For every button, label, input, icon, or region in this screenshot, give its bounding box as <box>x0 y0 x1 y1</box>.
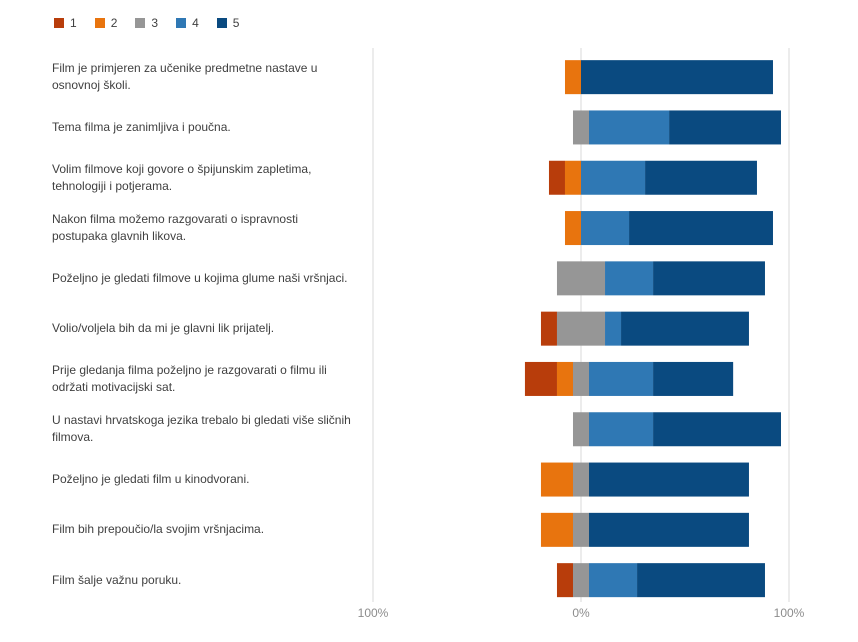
bar-row-5-series-5 <box>653 261 765 296</box>
legend-item-4: 4 <box>176 14 199 32</box>
category-label: U nastavi hrvatskoga jezika trebalo bi g… <box>52 413 351 445</box>
legend-item-2: 2 <box>94 14 118 32</box>
bar-row-4-series-2 <box>564 211 581 246</box>
legend: 1 2 3 4 5 <box>54 14 239 32</box>
legend-swatch <box>176 18 187 28</box>
category-label: Volim filmove koji govore o špijunskim z… <box>52 161 312 193</box>
legend-item-1: 1 <box>54 14 77 32</box>
bar-row-3-series-5 <box>645 160 757 195</box>
bar-row-7-series-5 <box>653 361 734 396</box>
bar-row-7-series-1 <box>524 361 557 396</box>
bar-row-6-series-5 <box>621 311 749 346</box>
bar-row-6-series-1 <box>540 311 557 346</box>
bar-row-3-series-1 <box>548 160 565 195</box>
bar-row-2-series-3 <box>572 110 590 145</box>
category-label: Poželjno je gledati filmove u kojima glu… <box>52 270 348 285</box>
bar-row-11-series-4 <box>589 563 638 598</box>
bar-row-4-series-4 <box>581 211 630 246</box>
legend-label: 1 <box>70 16 77 30</box>
bar-row-9-series-2 <box>540 462 573 497</box>
bar-row-10-series-5 <box>589 512 749 547</box>
bar-row-7-series-3 <box>572 361 590 396</box>
category-label: Nakon filma možemo razgovarati o ispravn… <box>52 212 299 244</box>
bar-row-7-series-4 <box>589 361 654 396</box>
bar-row-5-series-3 <box>556 261 606 296</box>
x-tick-label: 0% <box>572 606 590 620</box>
bar-row-4-series-5 <box>629 211 773 246</box>
bar-row-11-series-1 <box>556 563 573 598</box>
category-label: Film bih prepoučio/la svojim vršnjacima. <box>52 522 265 537</box>
bar-row-3-series-4 <box>581 160 646 195</box>
bar-row-8-series-3 <box>572 412 590 447</box>
bar-row-8-series-5 <box>653 412 781 447</box>
category-label: Film je primjeren za učenike predmetne n… <box>52 61 318 93</box>
bar-row-7-series-2 <box>556 361 573 396</box>
legend-item-5: 5 <box>216 14 240 32</box>
bar-row-10-series-2 <box>540 512 573 547</box>
bar-row-9-series-5 <box>589 462 749 497</box>
bar-row-8-series-4 <box>589 412 654 447</box>
category-label: Prije gledanja filma poželjno je razgova… <box>52 362 327 394</box>
category-label: Volio/voljela bih da mi je glavni lik pr… <box>52 321 275 336</box>
legend-label: 4 <box>192 16 199 30</box>
category-label: Poželjno je gledati film u kinodvorani. <box>52 472 250 487</box>
category-label: Film šalje važnu poruku. <box>52 572 182 587</box>
legend-swatch <box>94 18 105 28</box>
bar-row-2-series-5 <box>669 110 781 145</box>
bar-row-2-series-4 <box>589 110 670 145</box>
x-tick-label: 100% <box>358 606 389 620</box>
bar-row-1-series-5 <box>581 60 773 95</box>
legend-label: 2 <box>110 16 118 30</box>
x-tick-label: 100% <box>774 606 805 620</box>
legend-label: 5 <box>232 16 240 30</box>
legend-label: 3 <box>151 16 159 30</box>
bar-row-6-series-4 <box>605 311 622 346</box>
legend-swatch <box>216 18 227 28</box>
bar-row-11-series-3 <box>572 563 590 598</box>
bar-row-1-series-2 <box>564 60 581 95</box>
legend-swatch <box>54 18 64 28</box>
bar-row-10-series-3 <box>572 512 590 547</box>
category-label: Tema filma je zanimljiva i poučna. <box>52 119 231 134</box>
bar-row-3-series-2 <box>564 160 581 195</box>
legend-swatch <box>135 18 146 28</box>
legend-item-3: 3 <box>135 14 158 32</box>
bar-row-6-series-3 <box>556 311 606 346</box>
bar-row-11-series-5 <box>637 563 765 598</box>
bar-row-5-series-4 <box>605 261 654 296</box>
bar-row-9-series-3 <box>572 462 590 497</box>
